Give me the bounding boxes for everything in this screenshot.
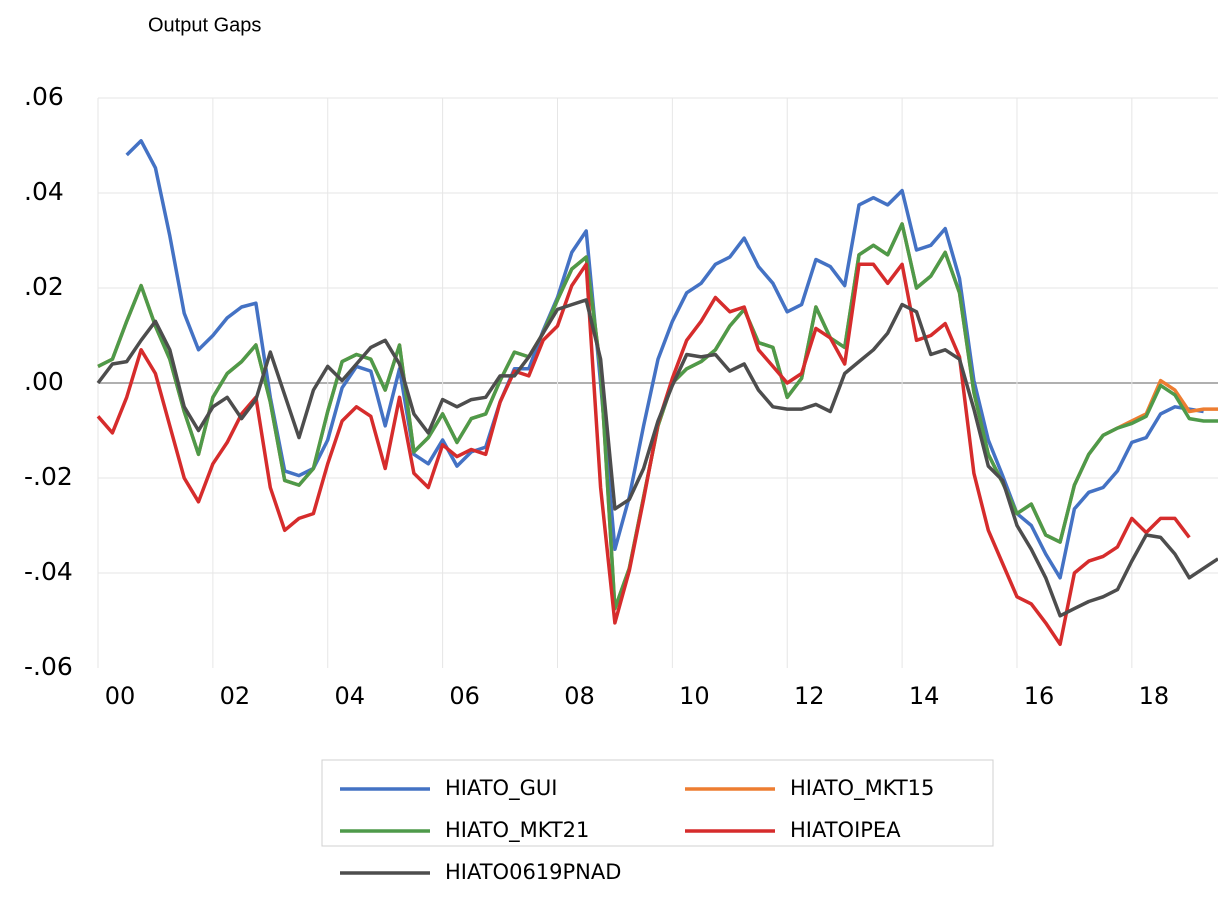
x-tick-label: 18 (1139, 682, 1170, 710)
chart-title: Output Gaps (148, 14, 261, 36)
x-tick-label: 14 (909, 682, 940, 710)
legend-label: HIATO_GUI (445, 776, 557, 801)
x-tick-label: 06 (449, 682, 480, 710)
y-tick-label: .00 (24, 367, 64, 396)
series-line (96, 298, 1218, 618)
x-tick-label: 10 (679, 682, 710, 710)
legend-label: HIATO0619PNAD (445, 860, 621, 884)
series-line (96, 262, 1191, 647)
legend-label: HIATO_MKT21 (445, 818, 589, 843)
y-tick-label: .04 (24, 177, 64, 206)
series-line (125, 139, 1204, 580)
x-tick-label: 00 (105, 682, 136, 710)
x-tick-label: 04 (334, 682, 365, 710)
y-tick-label: .02 (24, 272, 64, 301)
x-tick-label: 16 (1024, 682, 1055, 710)
y-tick-label: .06 (24, 82, 64, 111)
legend-label: HIATOIPEA (790, 818, 901, 842)
y-tick-label: -.06 (24, 652, 73, 681)
x-tick-label: 12 (794, 682, 825, 710)
legend-label: HIATO_MKT15 (790, 776, 934, 801)
series-line (97, 222, 1218, 611)
legend-box (321, 759, 994, 847)
y-tick-label: -.04 (24, 557, 73, 586)
x-tick-label: 02 (220, 682, 251, 710)
series-line (97, 222, 1218, 611)
x-tick-label: 08 (564, 682, 595, 710)
y-tick-label: -.02 (24, 462, 73, 491)
